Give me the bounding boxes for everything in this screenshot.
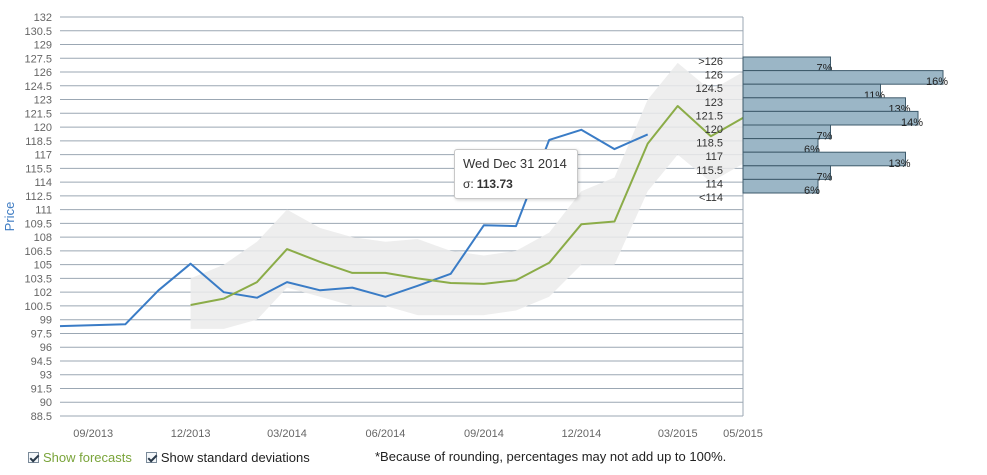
- y-tick-label: 99: [40, 315, 52, 327]
- y-tick-label: 129: [34, 40, 52, 52]
- distribution-bin-label: 114: [705, 178, 723, 190]
- y-tick-label: 91.5: [31, 383, 52, 395]
- y-tick-label: 112.5: [25, 191, 52, 203]
- distribution-bin-label: >126: [698, 56, 723, 68]
- x-tick-label: 12/2013: [171, 428, 211, 440]
- x-tick-label: 03/2015: [658, 428, 698, 440]
- std-deviation-band: [190, 62, 744, 329]
- distribution-bin-label: 126: [705, 70, 723, 82]
- tooltip-sigma-value: 113.73: [476, 177, 513, 191]
- show-std-toggle[interactable]: Show standard deviations: [145, 449, 310, 465]
- y-tick-label: 120: [34, 122, 52, 134]
- distribution-bar: [742, 83, 881, 99]
- y-tick-label: 127.5: [24, 53, 52, 65]
- y-tick-label: 93: [40, 370, 52, 382]
- y-tick-label: 111: [35, 205, 52, 217]
- distribution-bin-label: 123: [705, 97, 723, 109]
- x-tick-label: 05/2015: [723, 428, 763, 440]
- show-forecasts-label[interactable]: Show forecasts: [43, 449, 132, 465]
- y-tick-label: 115.5: [25, 163, 52, 175]
- y-tick-label: 103.5: [24, 273, 52, 285]
- y-tick-label: 96: [40, 342, 52, 354]
- distribution-bar: [742, 151, 906, 167]
- x-tick-label: 03/2014: [267, 428, 307, 440]
- y-tick-label: 106.5: [24, 246, 52, 258]
- show-std-checkbox[interactable]: [145, 451, 157, 463]
- y-tick-label: 132: [34, 12, 52, 24]
- distribution-bin-label: 117: [705, 151, 723, 163]
- distribution-bar: [742, 110, 919, 126]
- x-tick-label: 09/2014: [464, 428, 504, 440]
- y-tick-label: 100.5: [24, 301, 52, 313]
- distribution-percent-label: 7%: [817, 131, 833, 143]
- distribution-bin-label: 124.5: [695, 83, 723, 95]
- y-tick-label: 126: [34, 67, 52, 79]
- tooltip-sigma-label: σ:: [463, 177, 474, 191]
- y-tick-label: 88.5: [31, 411, 52, 423]
- rounding-footnote: *Because of rounding, percentages may no…: [375, 449, 727, 464]
- y-tick-label: 118.5: [25, 136, 52, 148]
- distribution-percent-label: 7%: [817, 171, 833, 183]
- x-tick-label: 12/2014: [561, 428, 601, 440]
- show-forecasts-checkbox[interactable]: [28, 451, 39, 463]
- plot-area: [60, 17, 743, 416]
- y-tick-label: 108: [34, 232, 52, 244]
- distribution-bin-label: 115.5: [696, 165, 723, 177]
- y-tick-label: 94.5: [31, 356, 52, 368]
- x-tick-label: 06/2014: [366, 428, 406, 440]
- distribution-bin-label: <114: [699, 192, 723, 204]
- y-tick-label: 105: [34, 260, 52, 272]
- distribution-bar: [742, 70, 944, 85]
- distribution-percent-label: 6%: [804, 185, 820, 197]
- y-tick-label: 121.5: [24, 108, 52, 120]
- series-line-actual: [59, 128, 649, 328]
- tooltip-date: Wed Dec 31 2014: [463, 156, 567, 171]
- distribution-bin-label: 121.5: [695, 110, 723, 122]
- show-forecasts-toggle[interactable]: Show forecasts: [28, 450, 132, 465]
- distribution-percent-label: 16%: [926, 76, 948, 88]
- distribution-bar: [742, 97, 906, 112]
- y-tick-label: 117: [34, 150, 52, 162]
- y-tick-label: 109.5: [24, 218, 52, 230]
- distribution-percent-label: 13%: [888, 158, 910, 170]
- show-std-label[interactable]: Show standard deviations: [160, 449, 310, 465]
- y-tick-label: 123: [34, 95, 52, 107]
- chart-controls: Show forecasts Show standard deviations: [28, 448, 310, 466]
- distribution-bin-label: 120: [705, 124, 723, 136]
- distribution-percent-label: 14%: [901, 117, 923, 129]
- y-axis-label: Price: [2, 202, 17, 232]
- y-tick-label: 97.5: [31, 328, 52, 340]
- y-tick-label: 130.5: [24, 26, 52, 38]
- y-tick-label: 114: [34, 177, 52, 189]
- series-line-forecast: [190, 105, 744, 306]
- distribution-bin-label: 118.5: [696, 138, 723, 150]
- y-tick-label: 102: [34, 287, 52, 299]
- y-tick-label: 90: [40, 397, 52, 409]
- distribution-bar: [742, 178, 819, 194]
- chart-tooltip: Wed Dec 31 2014 σ: 113.73: [454, 149, 578, 199]
- x-tick-label: 09/2013: [73, 428, 113, 440]
- y-tick-label: 124.5: [24, 81, 52, 93]
